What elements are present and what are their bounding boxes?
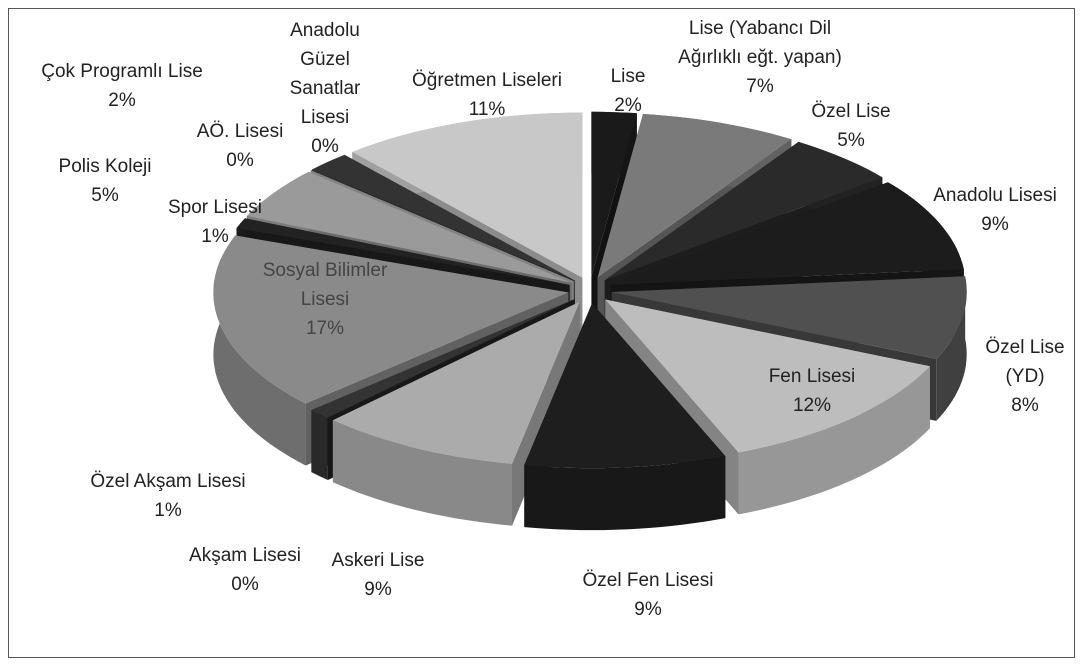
- slice-wall: [524, 456, 726, 531]
- slice-top: [610, 182, 964, 285]
- value-label: 1%: [201, 226, 229, 247]
- chart-border: [8, 8, 1075, 658]
- slice-label: Sosyal Bilimler Lisesi 17%: [255, 256, 395, 343]
- slice-wall: [738, 366, 930, 515]
- slice-top: [311, 154, 575, 281]
- category-label: Anadolu Güzel Sanatlar Lisesi: [289, 20, 361, 128]
- value-label: 5%: [837, 130, 865, 151]
- slice-top: [236, 218, 570, 285]
- slice-top: [246, 171, 572, 283]
- category-label: Akşam Lisesi: [189, 545, 301, 566]
- category-label: Lise: [610, 66, 646, 87]
- slice-label: Lise (Yabancı Dil Ağırlıklı eğt. yapan) 7…: [670, 14, 850, 101]
- value-label: 0%: [226, 150, 254, 171]
- slice: [524, 303, 726, 531]
- slice-wall: [311, 410, 328, 480]
- slice-label: Özel Lise 5%: [791, 97, 911, 155]
- slice-label: Akşam Lisesi 0%: [165, 541, 325, 599]
- category-label: Öğretmen Liseleri: [412, 70, 562, 91]
- value-label: 9%: [364, 579, 392, 600]
- slice-label: Çok Programlı Lise 2%: [7, 57, 237, 115]
- value-label: 5%: [91, 185, 119, 206]
- slice-label: Lise 2%: [598, 62, 658, 120]
- value-label: 11%: [468, 99, 506, 120]
- value-label: 9%: [634, 599, 662, 620]
- slice-label: Öğretmen Liseleri 11%: [377, 66, 597, 124]
- value-label: 9%: [981, 214, 1009, 235]
- slice-top: [524, 303, 726, 469]
- slice-wall: [936, 276, 967, 421]
- category-label: Çok Programlı Lise: [41, 61, 203, 82]
- slice-top: [352, 112, 583, 278]
- slice-label: Polis Koleji 5%: [35, 152, 175, 210]
- value-label: 0%: [311, 136, 339, 157]
- category-label: Lise (Yabancı Dil Ağırlıklı eğt. yapan): [678, 18, 842, 68]
- category-label: Fen Lisesi: [768, 366, 856, 387]
- slice-label: Anadolu Lisesi 9%: [910, 181, 1080, 239]
- slice-label: Anadolu Güzel Sanatlar Lisesi 0%: [275, 16, 375, 161]
- slice-top: [213, 235, 569, 404]
- value-label: 2%: [614, 95, 642, 116]
- slice-top: [311, 299, 575, 418]
- value-label: 8%: [1011, 395, 1039, 416]
- category-label: Spor Lisesi: [168, 197, 262, 218]
- value-label: 0%: [231, 574, 259, 595]
- slice-top: [604, 141, 883, 281]
- slice-top: [611, 276, 967, 359]
- slice-wall: [213, 235, 306, 466]
- category-label: Sosyal Bilimler Lisesi: [262, 260, 388, 310]
- category-label: Askeri Lise: [331, 550, 425, 571]
- slice-label: Özel Akşam Lisesi 1%: [53, 467, 283, 525]
- value-label: 2%: [108, 90, 136, 111]
- category-label: Özel Lise (YD): [985, 337, 1065, 387]
- slice-top: [332, 301, 580, 464]
- category-label: Özel Lise: [811, 101, 891, 122]
- value-label: 1%: [154, 500, 182, 521]
- slice-label: Spor Lisesi 1%: [145, 193, 285, 251]
- category-label: Özel Fen Lisesi: [582, 570, 714, 591]
- slice-top: [310, 170, 574, 282]
- category-label: Anadolu Lisesi: [933, 185, 1057, 206]
- value-label: 12%: [792, 395, 832, 416]
- slice-wall: [332, 420, 512, 526]
- slice-top: [605, 299, 930, 453]
- category-label: AÖ. Lisesi: [196, 121, 284, 142]
- slice-label: Fen Lisesi 12%: [752, 362, 872, 420]
- slice-label: Özel Fen Lisesi 9%: [548, 566, 748, 624]
- slice-label: Askeri Lise 9%: [313, 546, 443, 604]
- slice-top: [597, 114, 792, 278]
- category-label: Polis Koleji: [58, 156, 152, 177]
- slice-label: Özel Lise (YD) 8%: [985, 333, 1065, 420]
- value-label: 17%: [305, 318, 345, 339]
- slice-top: [591, 111, 637, 277]
- value-label: 7%: [746, 76, 774, 97]
- slice-label: AÖ. Lisesi 0%: [170, 117, 310, 175]
- category-label: Özel Akşam Lisesi: [90, 471, 246, 492]
